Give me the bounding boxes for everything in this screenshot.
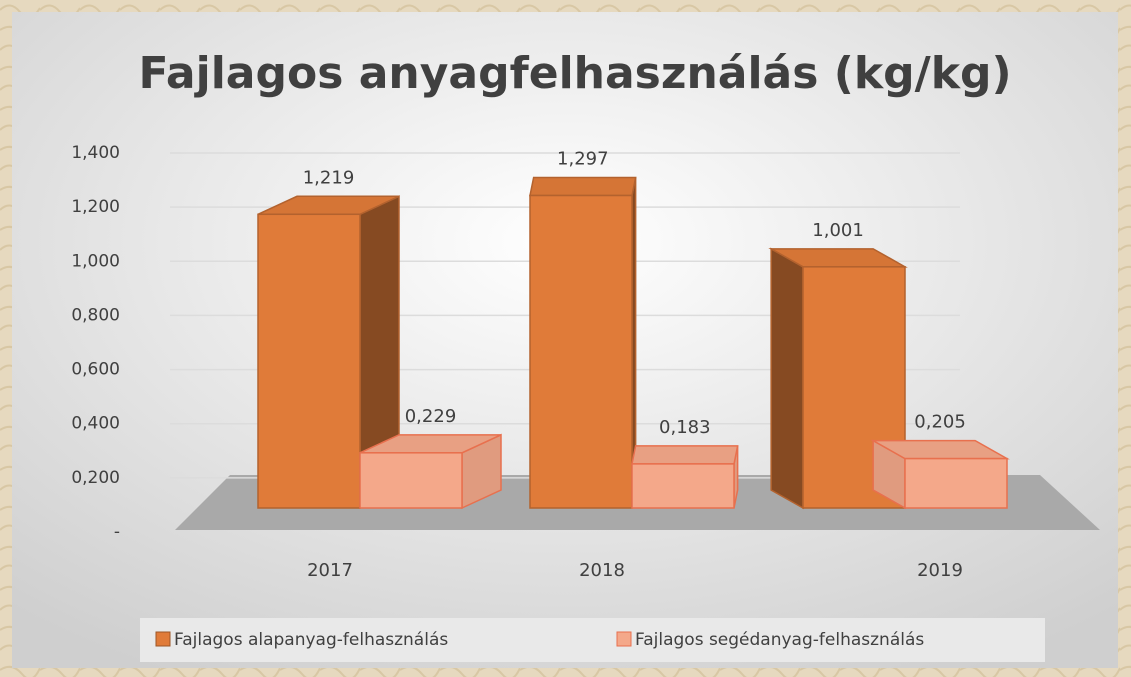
bar (529, 194, 633, 509)
y-tick-label: - (114, 522, 120, 542)
chart-title: Fajlagos anyagfelhasználás (kg/kg) (138, 48, 1011, 99)
y-tick-label: 1,000 (71, 251, 120, 271)
data-label: 1,219 (303, 167, 355, 188)
data-label: 1,297 (557, 149, 609, 170)
bar (631, 463, 735, 509)
data-label: 1,001 (812, 220, 864, 241)
y-tick-label: 0,800 (71, 305, 120, 325)
bar (904, 457, 1008, 509)
legend-swatch (616, 631, 632, 647)
x-tick-label: 2018 (579, 560, 625, 581)
legend-swatch (155, 631, 171, 647)
data-label: 0,183 (659, 417, 711, 438)
y-tick-label: 1,400 (71, 143, 120, 163)
y-tick-label: 0,400 (71, 414, 120, 434)
bar (359, 452, 463, 509)
data-label: 0,229 (405, 406, 457, 427)
y-tick-label: 0,200 (71, 468, 120, 488)
x-tick-label: 2019 (917, 560, 963, 581)
legend (140, 618, 1045, 662)
bar (257, 213, 361, 509)
y-tick-label: 1,200 (71, 197, 120, 217)
plot: - 0,200 0,400 0,600 0,800 1,000 1,200 1,400 2017… (71, 143, 1010, 581)
bar-top (529, 176, 637, 197)
data-label: 0,205 (914, 412, 966, 433)
x-tick-label: 2017 (307, 560, 353, 581)
bar-top (631, 445, 739, 465)
legend-label: Fajlagos segédanyag-felhasználás (635, 630, 924, 650)
legend-label: Fajlagos alapanyag-felhasználás (174, 630, 448, 650)
bar-side (770, 247, 804, 510)
y-tick-label: 0,600 (71, 360, 120, 380)
